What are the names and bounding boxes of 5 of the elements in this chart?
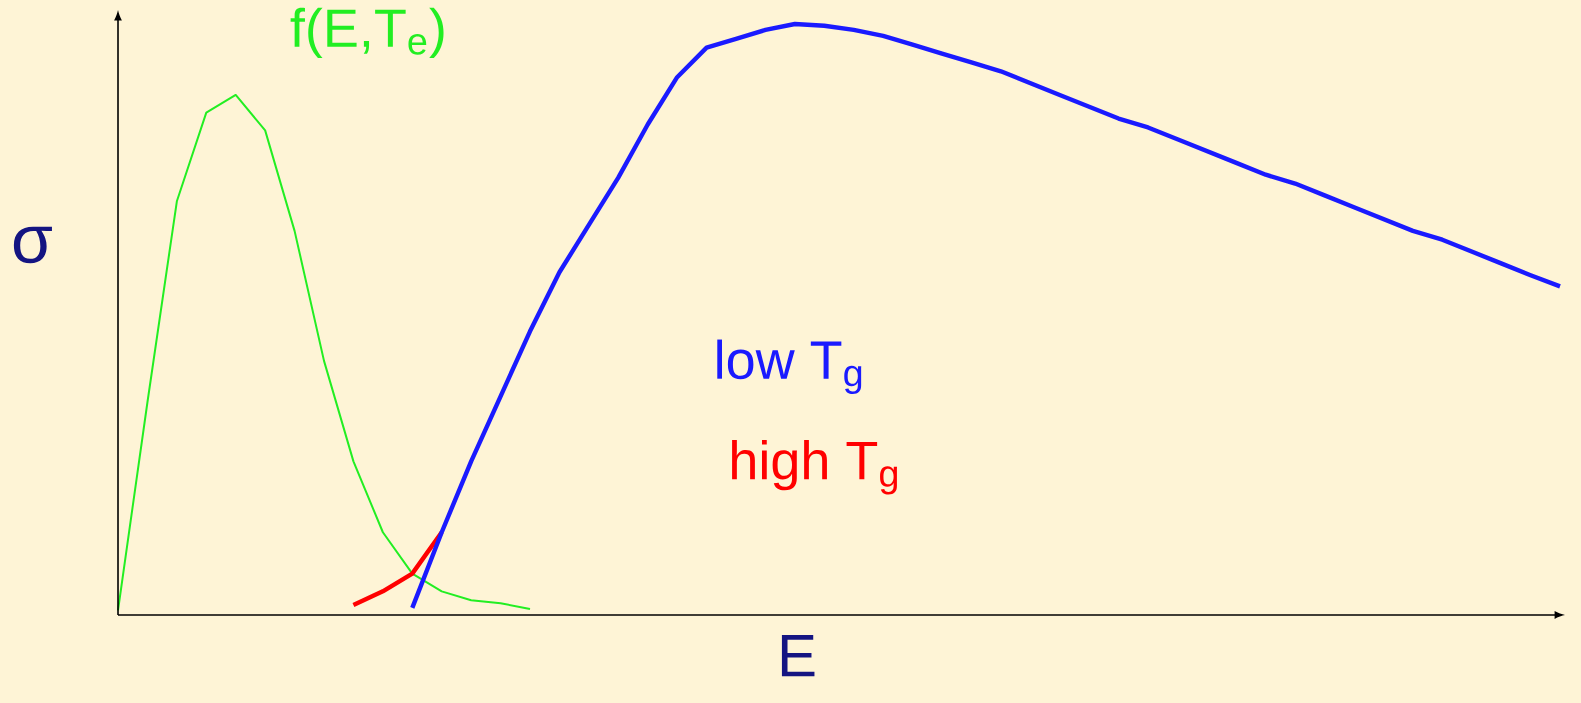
text: high T$_{g}$ xyxy=(732,440,898,495)
y-axis-title: σ xyxy=(13,226,52,264)
series-label: f(E,T$_{e}$) xyxy=(290,7,444,59)
text: low T$_{g}$ xyxy=(717,339,862,394)
x-axis-title: E xyxy=(781,635,815,677)
